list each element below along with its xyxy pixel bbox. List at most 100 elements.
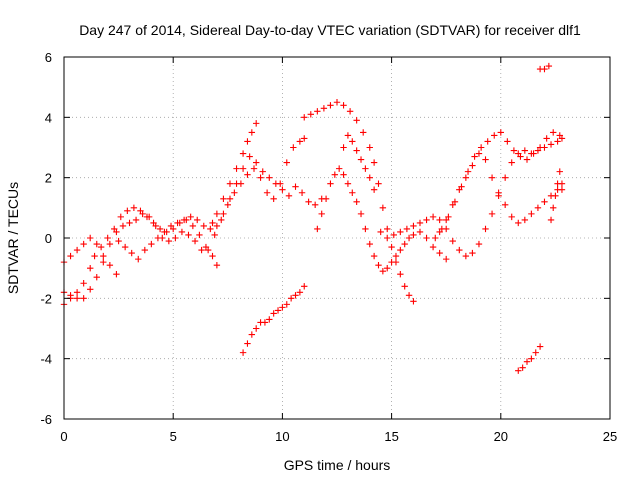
data-point [353,198,360,205]
data-point [388,258,395,266]
data-point [252,159,260,166]
data-point [80,280,87,287]
data-point [344,132,352,139]
data-point [397,246,404,254]
data-point [362,165,369,172]
data-point [224,201,231,209]
data-point [458,183,465,190]
data-point [244,138,251,145]
data-point [536,343,544,350]
data-point [119,222,127,230]
data-point [266,316,273,323]
data-point [327,180,334,187]
data-point [530,150,537,157]
data-point [73,246,81,254]
x-tick-label: 10 [275,429,289,444]
data-point [536,144,544,151]
data-point [366,240,373,248]
data-point [523,358,531,365]
data-point [528,355,535,362]
series-track-3 [60,135,308,302]
data-point [491,132,498,139]
data-point [370,186,378,193]
data-point [209,252,216,260]
data-point [246,153,253,160]
data-point [244,171,251,178]
data-point [497,129,504,136]
data-point [248,331,256,338]
data-point [501,174,509,181]
data-point [541,65,548,73]
data-point [532,349,539,356]
data-point [384,234,391,242]
data-point [220,195,227,202]
data-point [87,264,94,272]
data-point [248,129,256,136]
data-point [239,150,247,157]
data-point [283,159,290,166]
data-point [401,240,408,248]
data-point [484,138,491,145]
chart-title: Day 247 of 2014, Sidereal Day-to-day VTE… [79,22,581,38]
data-point [335,165,343,172]
data-point [366,174,373,181]
data-point [556,132,563,139]
data-point [410,231,417,239]
data-point [259,168,266,175]
data-point [204,246,212,254]
data-point [141,246,149,254]
data-point [314,225,321,233]
data-point [436,249,443,257]
data-point [340,144,347,151]
x-tick-label: 15 [384,429,398,444]
data-point [445,213,452,221]
data-point [263,189,271,196]
data-point [521,216,529,224]
series-track-4 [115,153,325,263]
data-point [416,228,424,236]
x-axis-label: GPS time / hours [284,457,391,473]
series-track-13 [515,343,544,374]
data-point [469,162,476,169]
data-point [213,210,221,218]
data-point [233,180,240,187]
data-point [379,204,387,212]
data-point [377,228,384,236]
data-point [475,240,483,248]
data-point [405,292,413,299]
data-point [213,261,221,269]
data-point [501,201,509,209]
data-point [117,213,124,221]
x-tick-label: 25 [603,429,617,444]
data-point [93,240,100,248]
data-point [456,246,463,254]
data-point [180,216,188,224]
data-point [521,147,529,154]
y-tick-label: -2 [40,291,52,306]
series-track-1 [60,234,120,278]
series-track-9 [340,132,378,193]
data-point [410,298,417,305]
data-point [252,120,260,127]
y-tick-label: 2 [45,171,52,186]
data-point [148,240,155,248]
data-point [233,165,240,172]
data-point [172,234,179,242]
data-point [209,219,216,227]
series-track-6 [239,283,308,356]
data-point [196,231,203,239]
data-point [231,189,238,196]
y-tick-label: -6 [40,412,52,427]
data-point [115,237,122,245]
data-point [80,295,87,302]
data-point [375,261,382,269]
data-point [449,237,456,245]
data-point [495,189,502,196]
data-point [471,153,478,160]
data-point [432,234,439,242]
data-point [244,340,251,347]
data-point [279,304,286,311]
data-point [462,174,470,181]
data-point [464,168,472,175]
series-track-7 [301,99,417,305]
